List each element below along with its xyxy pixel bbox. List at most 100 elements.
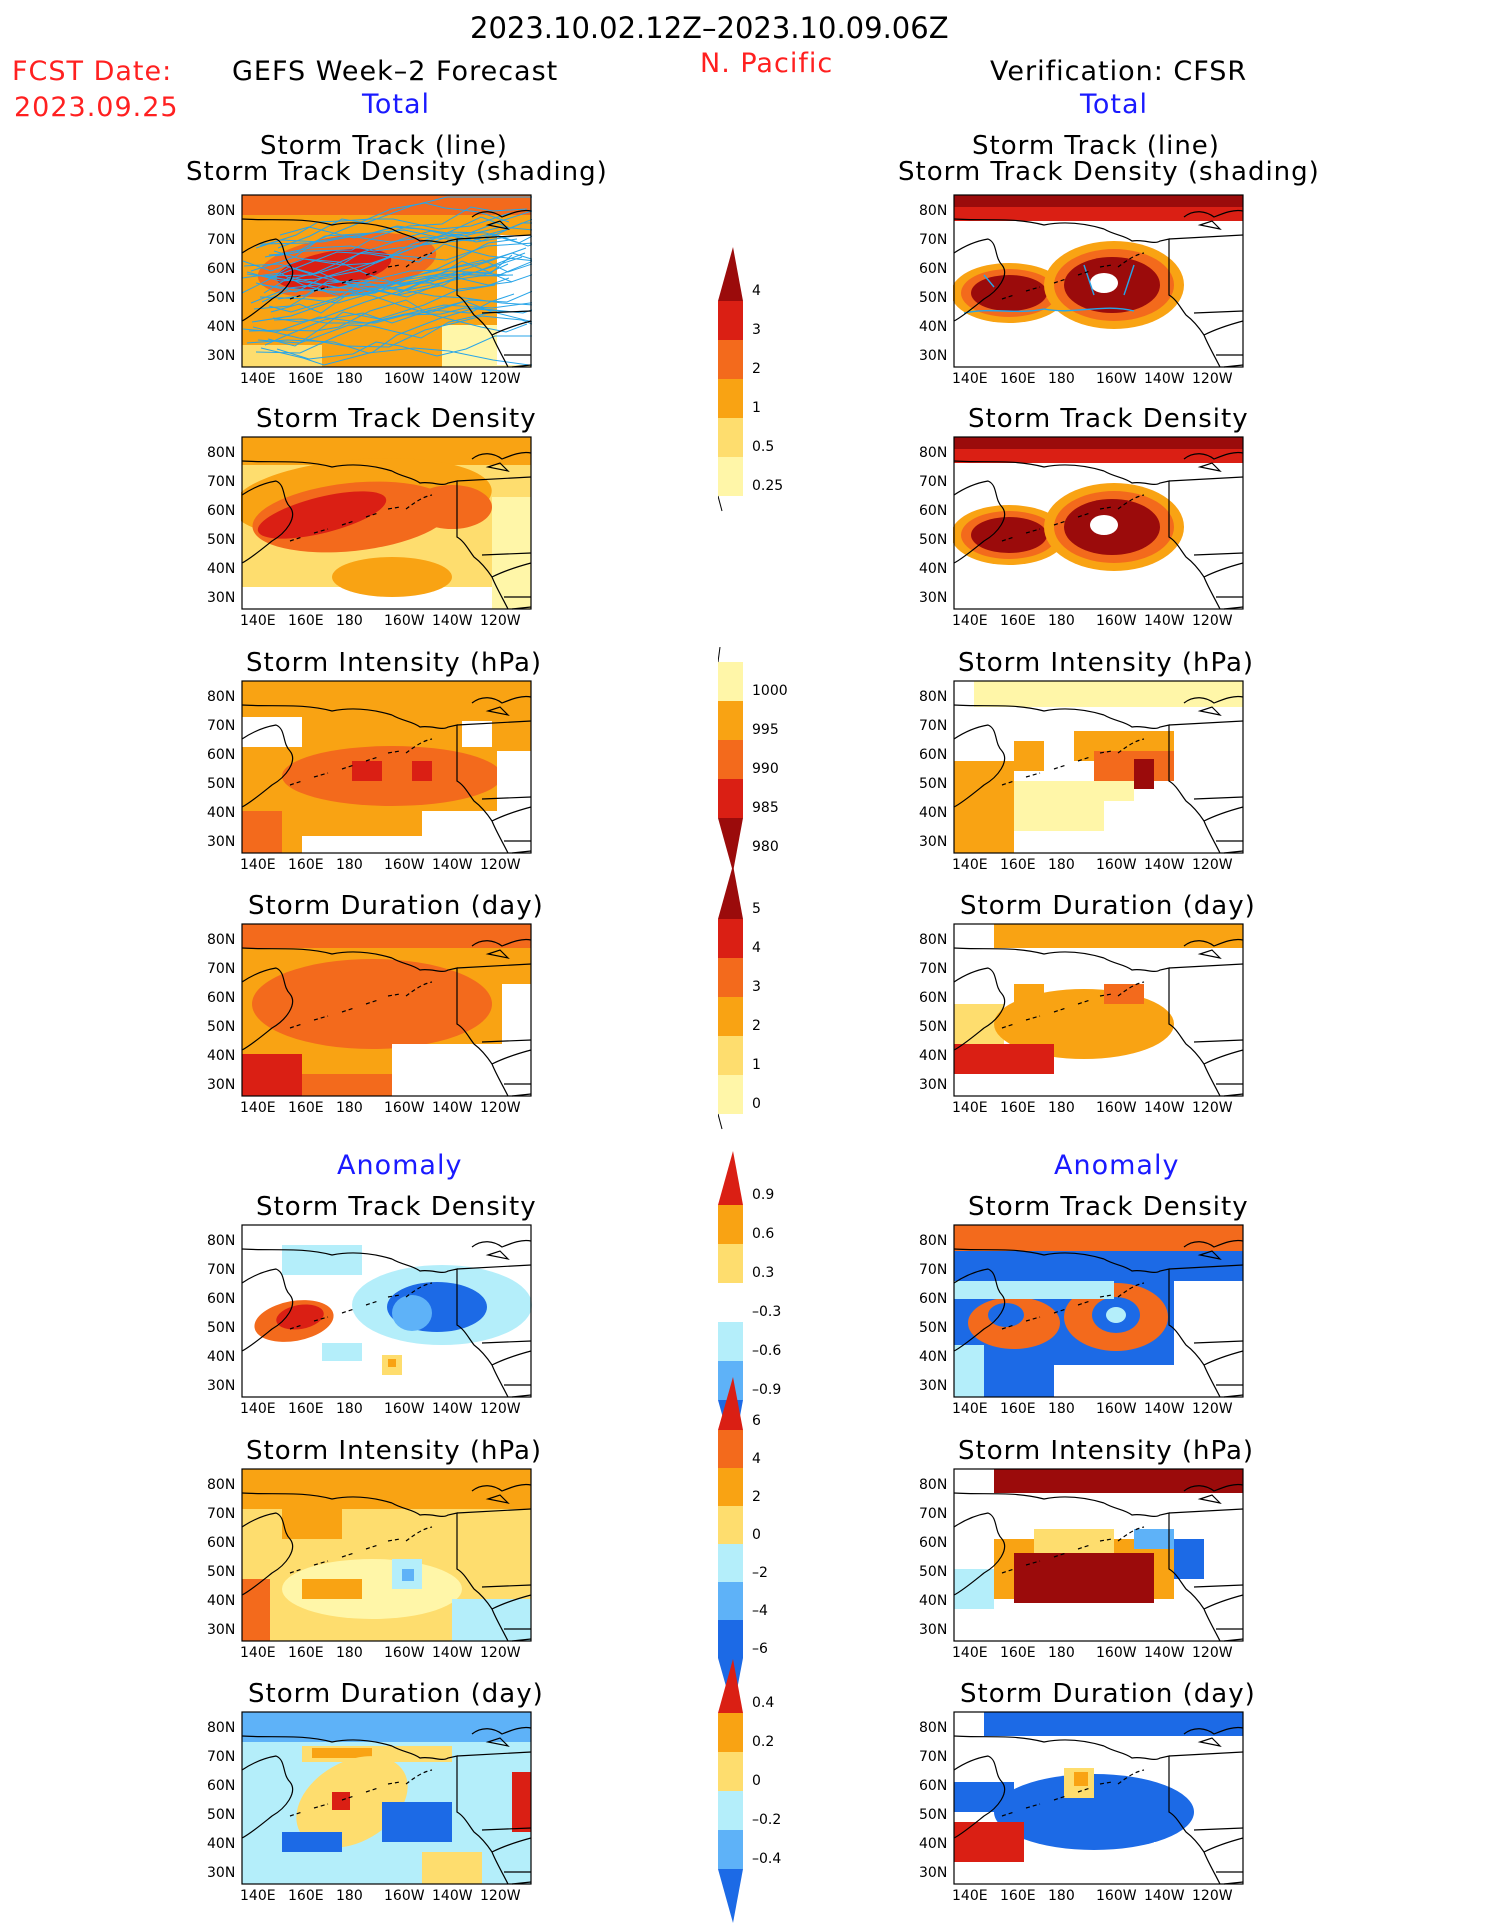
- lon-tick-label: 140W: [432, 371, 473, 387]
- lon-tick-label: 160E: [1000, 1645, 1036, 1661]
- lat-tick-label: 40N: [207, 1836, 236, 1852]
- lat-tick-label: 30N: [207, 1865, 236, 1881]
- lat-tick-label: 30N: [919, 1077, 948, 1093]
- lon-tick-label: 120W: [480, 1401, 521, 1417]
- lat-tick-label: 80N: [919, 445, 948, 461]
- lon-tick-label: 140W: [432, 1401, 473, 1417]
- lat-tick-label: 50N: [207, 1320, 236, 1336]
- colorbar-tick-label: 3: [752, 322, 761, 338]
- lon-tick-label: 160W: [1096, 857, 1137, 873]
- lat-tick-label: 50N: [919, 1564, 948, 1580]
- lat-tick-label: 50N: [207, 1019, 236, 1035]
- lat-tick-label: 40N: [919, 1593, 948, 1609]
- lat-tick-label: 60N: [207, 503, 236, 519]
- colorbar-tick-label: –0.4: [752, 1851, 782, 1867]
- lat-tick-label: 70N: [919, 961, 948, 977]
- lon-tick-label: 140W: [432, 857, 473, 873]
- right-total-label: Total: [1080, 89, 1149, 120]
- cfsr-map-row-2: [953, 436, 1244, 610]
- lat-tick-label: 40N: [919, 561, 948, 577]
- panel-title-duration: Storm Duration (day): [248, 891, 544, 921]
- right-column-title: Verification: CFSR: [990, 56, 1248, 87]
- colorbar-density-total: [718, 247, 743, 512]
- lon-tick-label: 140E: [952, 1100, 988, 1116]
- lat-tick-label: 50N: [919, 1807, 948, 1823]
- panel-title-duration: Storm Duration (day): [960, 891, 1256, 921]
- cfsr-map-row-4: [953, 923, 1244, 1097]
- lat-tick-label: 40N: [207, 1048, 236, 1064]
- colorbar-duration-anom: [718, 1659, 743, 1923]
- lon-tick-label: 180: [1048, 1401, 1075, 1417]
- panel-title-density: Storm Track Density: [968, 404, 1249, 434]
- lat-tick-label: 60N: [207, 1291, 236, 1307]
- lon-tick-label: 140E: [240, 857, 276, 873]
- lat-tick-label: 50N: [207, 532, 236, 548]
- colorbar-intensity-anom: [718, 1377, 743, 1711]
- lat-tick-label: 70N: [207, 1262, 236, 1278]
- lon-tick-label: 160W: [384, 1888, 425, 1904]
- fcst-date-value: 2023.09.25: [14, 92, 179, 123]
- colorbar-tick-label: 995: [752, 722, 779, 738]
- lat-tick-label: 60N: [207, 1778, 236, 1794]
- lon-tick-label: 160W: [384, 1401, 425, 1417]
- lon-tick-label: 160E: [288, 371, 324, 387]
- lat-tick-label: 40N: [919, 1048, 948, 1064]
- colorbar-tick-label: –0.6: [752, 1343, 782, 1359]
- lat-tick-label: 30N: [207, 1378, 236, 1394]
- colorbar-tick-label: 5: [752, 901, 761, 917]
- lat-tick-label: 60N: [207, 990, 236, 1006]
- gefs-map-row-7: [241, 1711, 532, 1885]
- lon-tick-label: 120W: [480, 613, 521, 629]
- panel-title-density: Storm Track Density: [256, 1192, 537, 1222]
- colorbar-tick-label: 0: [752, 1527, 761, 1543]
- lat-tick-label: 40N: [919, 1836, 948, 1852]
- panel-title-duration: Storm Duration (day): [248, 1679, 544, 1709]
- panel-title-intensity: Storm Intensity (hPa): [246, 1436, 543, 1466]
- lat-tick-label: 50N: [919, 776, 948, 792]
- gefs-map-row-5: [241, 1224, 532, 1398]
- lat-tick-label: 30N: [919, 1378, 948, 1394]
- colorbar-tick-label: 6: [752, 1413, 761, 1429]
- lat-tick-label: 60N: [919, 261, 948, 277]
- lon-tick-label: 140E: [240, 1100, 276, 1116]
- lat-tick-label: 60N: [207, 747, 236, 763]
- region-title: N. Pacific: [700, 48, 834, 79]
- panel-title-density: Storm Track Density: [256, 404, 537, 434]
- lat-tick-label: 50N: [207, 776, 236, 792]
- lat-tick-label: 70N: [207, 474, 236, 490]
- lat-tick-label: 60N: [207, 1535, 236, 1551]
- lon-tick-label: 140E: [952, 1401, 988, 1417]
- lat-tick-label: 40N: [919, 1349, 948, 1365]
- lon-tick-label: 120W: [1192, 1401, 1233, 1417]
- lon-tick-label: 140W: [432, 1100, 473, 1116]
- lat-tick-label: 50N: [919, 1019, 948, 1035]
- lat-tick-label: 80N: [919, 1233, 948, 1249]
- lat-tick-label: 80N: [919, 1477, 948, 1493]
- panel-title-line1: Storm Track (line): [260, 131, 508, 161]
- lon-tick-label: 180: [336, 1401, 363, 1417]
- cfsr-map-row-3: [953, 680, 1244, 854]
- panel-title-line2: Storm Track Density (shading): [898, 157, 1320, 187]
- colorbar-tick-label: 0.5: [752, 439, 775, 455]
- lon-tick-label: 180: [1048, 613, 1075, 629]
- lat-tick-label: 50N: [919, 290, 948, 306]
- lat-tick-label: 50N: [919, 1320, 948, 1336]
- lon-tick-label: 140W: [432, 613, 473, 629]
- left-anomaly-label: Anomaly: [337, 1150, 463, 1181]
- lon-tick-label: 180: [1048, 1645, 1075, 1661]
- colorbar-tick-label: –0.9: [752, 1382, 782, 1398]
- lat-tick-label: 40N: [207, 805, 236, 821]
- lat-tick-label: 80N: [207, 1720, 236, 1736]
- lon-tick-label: 120W: [1192, 1888, 1233, 1904]
- lat-tick-label: 50N: [919, 532, 948, 548]
- lon-tick-label: 160W: [1096, 1888, 1137, 1904]
- fcst-date-label: FCST Date:: [12, 56, 173, 87]
- lat-tick-label: 80N: [207, 689, 236, 705]
- panel-title-density: Storm Track Density: [968, 1192, 1249, 1222]
- lat-tick-label: 30N: [919, 1865, 948, 1881]
- lon-tick-label: 120W: [480, 1888, 521, 1904]
- lat-tick-label: 60N: [919, 503, 948, 519]
- lon-tick-label: 180: [336, 371, 363, 387]
- lon-tick-label: 180: [336, 613, 363, 629]
- lat-tick-label: 30N: [919, 1622, 948, 1638]
